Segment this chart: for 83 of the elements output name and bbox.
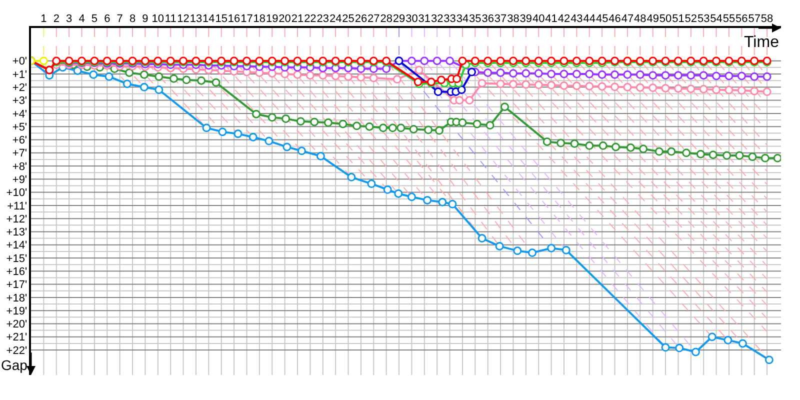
x-tick-label: 46 — [608, 12, 621, 25]
x-tick-label: 16 — [228, 12, 240, 25]
y-tick-label: +6' — [12, 134, 28, 147]
x-tick-label: 14 — [202, 12, 215, 25]
y-tick-label: +7' — [12, 148, 28, 160]
x-tick-label: 35 — [469, 12, 482, 25]
y-tick-label: +13' — [6, 226, 28, 239]
x-tick-label: 26 — [354, 12, 368, 25]
x-tick-label: 10 — [152, 12, 164, 25]
y-tick-label: +0' — [12, 56, 28, 68]
x-tick-label: 44 — [583, 12, 596, 25]
x-tick-label: 19 — [266, 12, 278, 25]
x-tick-label: 32 — [430, 12, 444, 25]
x-tick-label: 4 — [78, 12, 85, 25]
y-tick-label: +11' — [7, 200, 28, 212]
x-tick-label: 13 — [190, 12, 202, 25]
y-tick-label: +9' — [12, 174, 28, 186]
x-tick-label: 38 — [507, 12, 520, 25]
y-tick-label: +1' — [12, 68, 28, 81]
x-tick-label: 7 — [116, 12, 123, 25]
y-tick-label: +22' — [6, 344, 28, 357]
x-tick-label: 28 — [380, 12, 392, 25]
x-tick-label: 12 — [177, 12, 190, 25]
x-tick-label: 52 — [684, 12, 698, 25]
y-tick-label: +12' — [6, 213, 28, 226]
x-tick-label: 1 — [40, 12, 47, 25]
x-tick-label: 34 — [456, 12, 469, 25]
x-tick-label: 31 — [418, 12, 431, 25]
y-tick-label: +16' — [6, 266, 28, 278]
x-tick-label: 27 — [368, 12, 380, 25]
x-tick-label: 49 — [646, 12, 659, 25]
y-tick-label: +20' — [6, 318, 28, 331]
x-axis-title: Time — [744, 34, 780, 51]
x-tick-label: 58 — [760, 12, 774, 25]
x-tick-label: 6 — [104, 12, 110, 25]
x-tick-label: 22 — [304, 12, 316, 25]
x-tick-label: 54 — [710, 12, 722, 25]
x-tick-label: 18 — [253, 12, 266, 25]
x-tick-label: 56 — [736, 12, 748, 25]
y-tick-label: +14' — [6, 240, 28, 252]
x-tick-label: 3 — [66, 12, 72, 25]
x-tick-label: 8 — [129, 12, 136, 25]
x-tick-label: 37 — [494, 12, 507, 25]
x-tick-label: 24 — [329, 12, 342, 25]
y-tick-label: +2' — [12, 82, 28, 94]
y-tick-label: +17' — [6, 279, 28, 292]
x-tick-label: 45 — [596, 12, 608, 25]
x-tick-label: 36 — [482, 12, 494, 25]
x-tick-label: 15 — [215, 12, 228, 25]
y-tick-label: +21' — [6, 332, 28, 344]
y-tick-label: +4' — [12, 108, 28, 120]
x-tick-label: 23 — [316, 12, 330, 25]
x-tick-label: 51 — [672, 12, 684, 25]
x-tick-label: 48 — [634, 12, 646, 25]
y-tick-label: +15' — [6, 252, 28, 265]
y-tick-label: +18' — [6, 292, 28, 304]
x-tick-label: 30 — [406, 12, 418, 25]
x-tick-label: 33 — [444, 12, 456, 25]
x-tick-label: 20 — [278, 12, 291, 25]
x-tick-label: 39 — [520, 12, 532, 25]
x-tick-label: 50 — [659, 12, 672, 25]
x-tick-label: 53 — [697, 12, 710, 25]
y-tick-label: +8' — [12, 160, 28, 173]
x-tick-label: 43 — [570, 12, 583, 25]
x-tick-label: 5 — [91, 12, 98, 25]
x-tick-label: 41 — [545, 12, 558, 25]
x-tick-label: 55 — [722, 12, 736, 25]
x-tick-label: 25 — [342, 12, 354, 25]
x-tick-label: 9 — [142, 12, 148, 25]
x-tick-label: 29 — [392, 12, 406, 25]
x-tick-label: 11 — [164, 12, 176, 25]
y-axis-title: Gap — [1, 357, 28, 373]
x-tick-label: 40 — [532, 12, 545, 25]
x-tick-label: 17 — [240, 12, 253, 25]
x-tick-label: 21 — [291, 12, 304, 25]
x-tick-label: 57 — [748, 12, 760, 25]
y-tick-label: +10' — [6, 187, 28, 200]
x-tick-label: 42 — [558, 12, 570, 25]
y-tick-label: +5' — [12, 121, 28, 134]
x-tick-label: 47 — [621, 12, 634, 25]
x-tick-label: 2 — [53, 12, 60, 25]
y-tick-label: +3' — [12, 95, 28, 108]
y-tick-label: +19' — [6, 305, 28, 318]
